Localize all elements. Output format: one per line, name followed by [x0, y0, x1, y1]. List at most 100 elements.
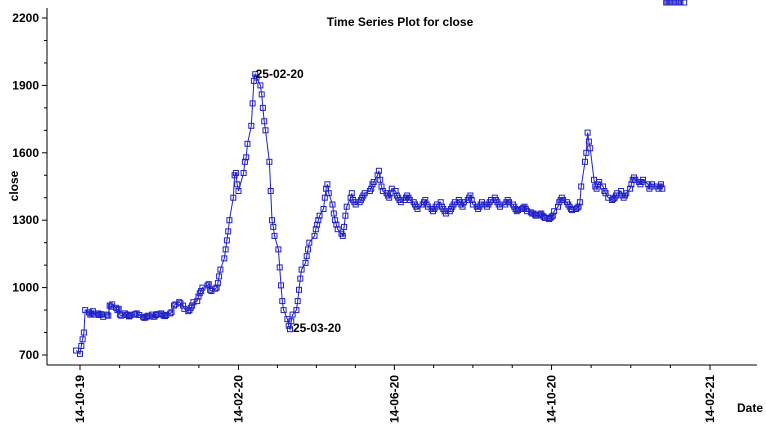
- data-point: [325, 190, 332, 197]
- data-point: [287, 326, 293, 333]
- axes: 700 1000 1300 1600 1900 2200 14-10-19 14-02-20 1…: [12, 8, 757, 423]
- data-point: [167, 310, 174, 317]
- data-point: [115, 305, 122, 312]
- y-axis-label: close: [7, 170, 21, 201]
- x-axis-label: Date: [737, 401, 763, 415]
- data-point: [235, 188, 242, 194]
- data-point: [658, 181, 664, 188]
- data-point: [659, 185, 666, 192]
- data-point: [232, 170, 239, 176]
- annotations: 25-02-20 25-03-20: [256, 67, 342, 335]
- data-point: [275, 246, 282, 253]
- data-point: [368, 185, 375, 192]
- labels: Time Series Plot for close close Date: [7, 15, 763, 415]
- data-point: [585, 138, 592, 145]
- data-point: [294, 298, 301, 305]
- series-close: [73, 0, 688, 357]
- x-tick-label: 14-02-20: [231, 375, 245, 423]
- data-point: [578, 183, 585, 190]
- data-point: [623, 190, 630, 197]
- data-point: [109, 301, 116, 308]
- data-point: [280, 307, 287, 314]
- data-point: [244, 140, 251, 147]
- annotation-label: 25-02-20: [256, 67, 304, 81]
- data-point: [271, 232, 278, 239]
- data-point: [190, 299, 197, 306]
- data-point: [257, 82, 264, 89]
- data-point: [348, 190, 355, 197]
- data-point: [548, 213, 555, 220]
- y-tick-label: 1600: [12, 146, 39, 160]
- data-point: [296, 286, 302, 293]
- data-point: [223, 237, 230, 244]
- x-tick-label: 14-10-20: [545, 375, 559, 423]
- data-point: [377, 176, 384, 183]
- data-point: [240, 170, 247, 176]
- data-point: [269, 217, 275, 224]
- data-point: [640, 176, 646, 183]
- data-point: [253, 74, 260, 81]
- data-point: [176, 299, 183, 306]
- data-point: [311, 232, 318, 239]
- data-point: [551, 208, 558, 215]
- data-point: [288, 318, 295, 325]
- data-point: [168, 309, 175, 316]
- data-point: [587, 145, 594, 152]
- data-point: [297, 275, 304, 282]
- data-point: [234, 181, 241, 188]
- data-point: [334, 226, 341, 233]
- data-point: [289, 311, 296, 318]
- data-point: [278, 282, 284, 289]
- data-point: [171, 302, 177, 309]
- data-point: [198, 288, 205, 294]
- data-point: [258, 91, 265, 98]
- data-point: [216, 273, 223, 280]
- data-point: [302, 259, 309, 266]
- data-point: [79, 336, 86, 343]
- data-point: [576, 199, 583, 206]
- data-point: [582, 158, 588, 165]
- data-point: [316, 212, 323, 219]
- data-point: [225, 228, 232, 235]
- data-point: [259, 104, 266, 111]
- data-point: [221, 255, 228, 262]
- data-point: [249, 100, 256, 107]
- data-point: [276, 264, 283, 271]
- data-point: [279, 298, 286, 305]
- data-point: [414, 206, 421, 212]
- data-point: [298, 266, 305, 273]
- data-point: [195, 293, 202, 300]
- data-point: [293, 307, 300, 314]
- y-tick-label: 700: [19, 348, 39, 362]
- chart-title: Time Series Plot for close: [327, 15, 474, 29]
- x-tick-label: 14-02-21: [703, 375, 717, 423]
- data-point: [330, 210, 337, 217]
- data-point: [217, 266, 224, 273]
- y-tick-label: 2200: [12, 11, 39, 25]
- y-tick-label: 1900: [12, 78, 39, 92]
- data-point: [324, 181, 331, 188]
- data-point: [222, 246, 229, 253]
- data-point: [243, 154, 250, 161]
- data-point: [627, 185, 634, 192]
- data-point: [593, 185, 600, 192]
- data-point: [189, 302, 196, 309]
- data-point: [341, 223, 348, 230]
- y-tick-label: 1000: [12, 281, 39, 295]
- data-point: [370, 179, 377, 185]
- data-point: [261, 118, 268, 125]
- data-point: [677, 0, 684, 6]
- data-point: [583, 149, 590, 156]
- data-point: [262, 127, 269, 134]
- data-point: [339, 232, 346, 239]
- data-point: [343, 203, 350, 210]
- data-point: [321, 194, 328, 201]
- data-point: [306, 239, 313, 246]
- data-point: [267, 188, 274, 194]
- data-point: [78, 343, 85, 349]
- x-tick-label: 14-10-19: [73, 375, 87, 423]
- data-point: [105, 312, 112, 319]
- data-point: [248, 122, 255, 129]
